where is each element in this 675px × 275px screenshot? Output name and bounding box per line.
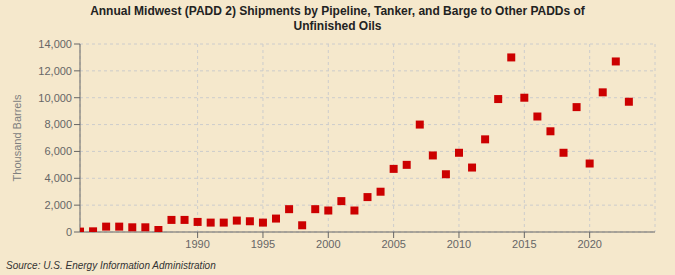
svg-text:2005: 2005	[381, 238, 405, 250]
svg-text:1995: 1995	[251, 238, 275, 250]
svg-text:1990: 1990	[185, 238, 209, 250]
svg-text:2020: 2020	[577, 238, 601, 250]
html-text:Unfinished Oils: Unfinished Oils	[293, 19, 382, 33]
svg-text:0: 0	[66, 226, 72, 238]
svg-text:2015: 2015	[512, 238, 536, 250]
svg-text:4,000: 4,000	[44, 172, 72, 184]
svg-text:8,000: 8,000	[44, 118, 72, 130]
svg-text:2000: 2000	[316, 238, 340, 250]
html-text:Source: U.S. Energy Informatio: Source: U.S. Energy Information Administ…	[6, 260, 216, 271]
svg-text:10,000: 10,000	[38, 92, 72, 104]
svg-text:6,000: 6,000	[44, 145, 72, 157]
svg-text:12,000: 12,000	[38, 65, 72, 77]
svg-text:2010: 2010	[447, 238, 471, 250]
svg-text:2,000: 2,000	[44, 199, 72, 211]
html-text:Annual Midwest (PADD 2) Shipme: Annual Midwest (PADD 2) Shipments by Pip…	[90, 4, 585, 18]
svg-text:Thousand Barrels: Thousand Barrels	[11, 94, 23, 181]
svg-text:14,000: 14,000	[38, 38, 72, 50]
